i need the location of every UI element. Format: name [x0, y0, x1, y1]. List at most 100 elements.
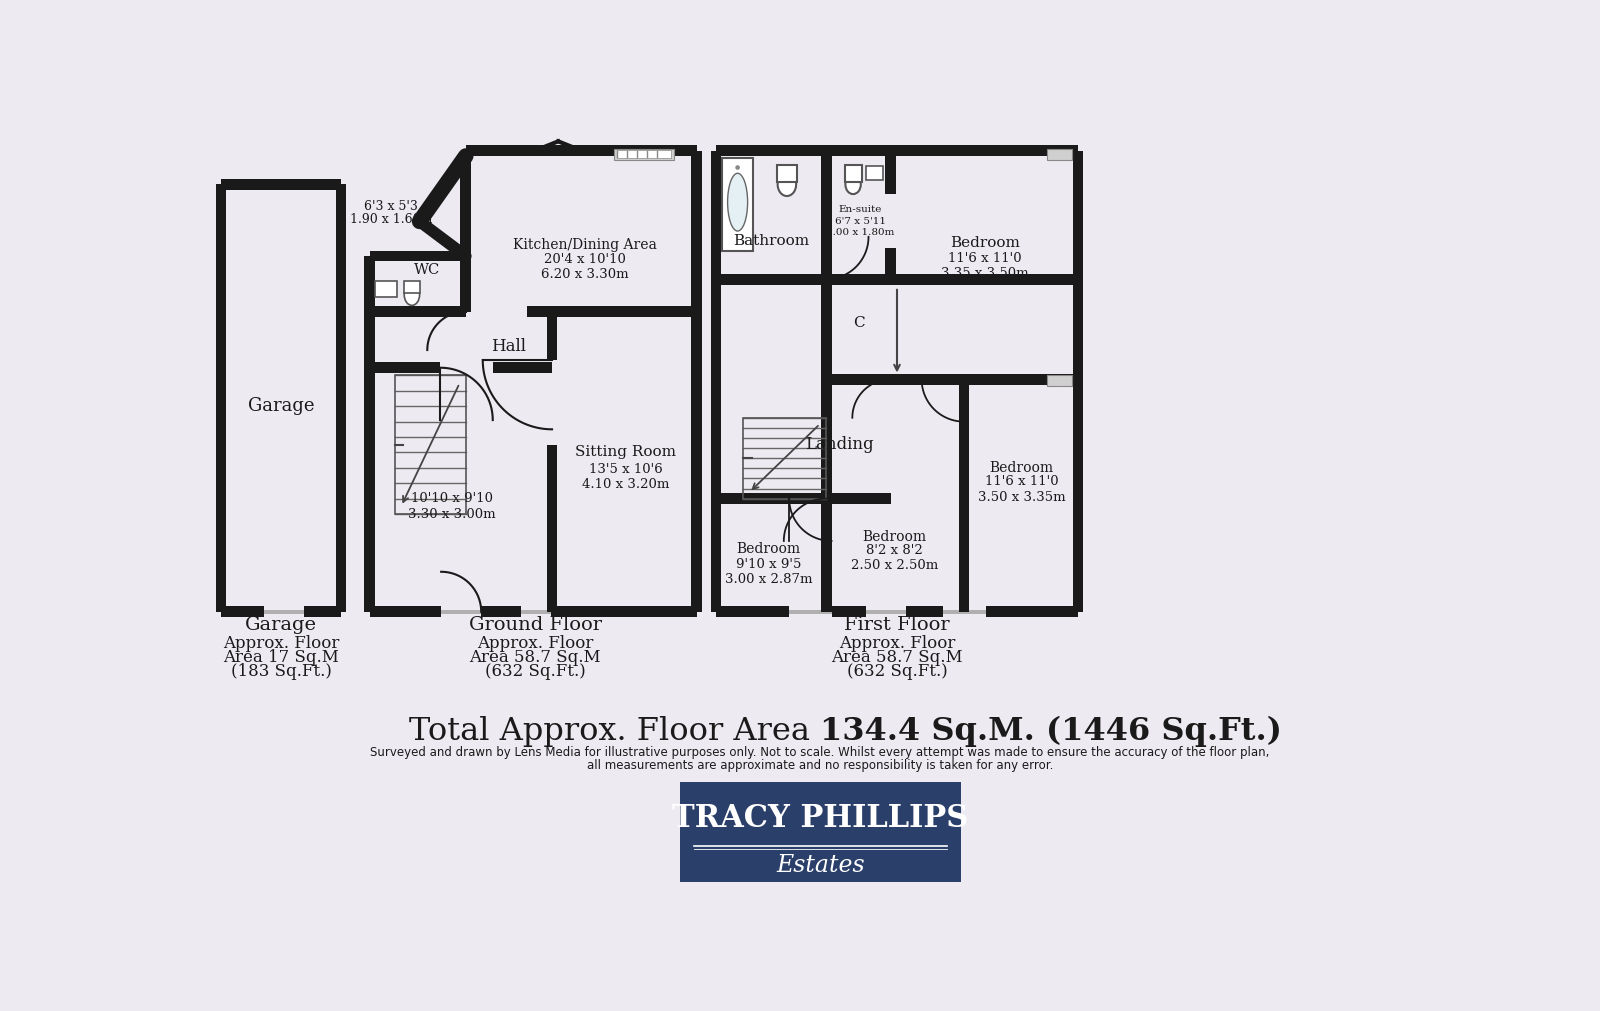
Text: Area 58.7 Sq.M: Area 58.7 Sq.M [830, 649, 963, 666]
Text: 10'10 x 9'10: 10'10 x 9'10 [411, 492, 493, 506]
Text: First Floor: First Floor [845, 616, 950, 634]
Text: Estates: Estates [776, 853, 864, 877]
Text: 8'2 x 8'2: 8'2 x 8'2 [866, 545, 923, 557]
Text: 6'7 x 5'11: 6'7 x 5'11 [835, 217, 885, 225]
Text: Bedroom: Bedroom [862, 530, 926, 544]
Text: Approx. Floor: Approx. Floor [477, 635, 594, 652]
Text: 9'10 x 9'5: 9'10 x 9'5 [736, 558, 802, 570]
Ellipse shape [405, 284, 419, 305]
Bar [221, 607, 264, 617]
Bar [778, 165, 797, 182]
Bar [336, 184, 347, 612]
Bar [546, 360, 558, 445]
Text: 2.00 x 1.80m: 2.00 x 1.80m [826, 227, 894, 237]
Text: 13'5 x 10'6: 13'5 x 10'6 [589, 463, 662, 476]
Text: 3.35 x 3.50m: 3.35 x 3.50m [941, 267, 1029, 280]
Text: 3.30 x 3.00m: 3.30 x 3.00m [408, 508, 496, 521]
Text: Landing: Landing [805, 436, 874, 453]
Bar [826, 374, 891, 384]
Text: Approx. Floor: Approx. Floor [222, 635, 339, 652]
Text: 20'4 x 10'10: 20'4 x 10'10 [544, 254, 626, 267]
Bar [370, 251, 466, 262]
Text: 3.00 x 2.87m: 3.00 x 2.87m [725, 573, 813, 586]
Text: Area 17 Sq.M: Area 17 Sq.M [222, 649, 339, 666]
Bar [374, 281, 397, 297]
Bar [717, 607, 789, 617]
Bar [821, 151, 832, 279]
Bar [866, 610, 906, 614]
Text: WC: WC [414, 263, 440, 277]
Bar [547, 311, 557, 612]
Text: (183 Sq.Ft.): (183 Sq.Ft.) [230, 663, 331, 679]
Bar [832, 607, 866, 617]
Bar [221, 179, 341, 190]
Circle shape [736, 165, 739, 170]
Bar [722, 159, 754, 251]
Bar [944, 610, 986, 614]
Bar [821, 279, 832, 498]
Text: all measurements are approximate and no responsibility is taken for any error.: all measurements are approximate and no … [587, 758, 1053, 771]
Bar [717, 493, 891, 504]
Text: Ground Floor: Ground Floor [469, 616, 602, 634]
Text: 4.10 x 3.20m: 4.10 x 3.20m [582, 478, 670, 491]
Bar [691, 151, 702, 612]
Bar [216, 184, 226, 612]
Text: 3.50 x 3.35m: 3.50 x 3.35m [978, 490, 1066, 503]
Bar [789, 610, 832, 614]
Bar [264, 610, 304, 614]
Bar [891, 274, 1078, 284]
Text: Garage: Garage [248, 397, 314, 416]
Text: Garage: Garage [245, 616, 317, 634]
Bar [717, 274, 891, 284]
Text: 11'6 x 11'0: 11'6 x 11'0 [947, 252, 1021, 265]
Bar [616, 150, 670, 158]
Text: 6.20 x 3.30m: 6.20 x 3.30m [541, 268, 629, 281]
Bar [710, 151, 722, 612]
Bar [405, 281, 419, 293]
Text: Area 58.7 Sq.M: Area 58.7 Sq.M [469, 649, 602, 666]
Bar [304, 607, 341, 617]
Bar [845, 165, 861, 182]
Text: Kitchen/Dining Area: Kitchen/Dining Area [514, 238, 658, 252]
Bar [906, 607, 944, 617]
Text: 2.50 x 2.50m: 2.50 x 2.50m [851, 559, 938, 572]
Bar [1072, 151, 1083, 612]
Text: 6'3 x 5'3: 6'3 x 5'3 [365, 199, 418, 212]
Bar [482, 607, 522, 617]
Text: C: C [853, 316, 864, 330]
Bar [370, 607, 442, 617]
Bar [442, 610, 482, 614]
Text: Bedroom: Bedroom [736, 542, 800, 556]
Bar [466, 146, 698, 156]
Bar [365, 256, 374, 612]
Text: Hall: Hall [491, 338, 526, 355]
Bar [885, 194, 898, 249]
Bar [522, 610, 550, 614]
Bar [958, 379, 970, 612]
Text: Bedroom: Bedroom [990, 461, 1054, 475]
Text: TRACY PHILLIPS: TRACY PHILLIPS [672, 803, 968, 834]
Bar [550, 607, 698, 617]
Bar [885, 151, 896, 279]
Bar [1046, 375, 1072, 386]
Bar [370, 362, 552, 373]
Bar [395, 375, 466, 514]
Bar [866, 166, 883, 180]
Text: Bedroom: Bedroom [950, 236, 1019, 250]
Bar [440, 362, 493, 374]
Text: Sitting Room: Sitting Room [576, 446, 677, 459]
Text: (632 Sq.Ft.): (632 Sq.Ft.) [846, 663, 947, 679]
Ellipse shape [728, 173, 747, 232]
Text: Bathroom: Bathroom [733, 234, 810, 248]
Bar [614, 149, 674, 160]
Bar [466, 305, 528, 317]
Bar [461, 151, 470, 311]
Text: Total Approx. Floor Area: Total Approx. Floor Area [410, 716, 819, 747]
Bar [370, 306, 698, 316]
Ellipse shape [845, 175, 861, 194]
Text: Surveyed and drawn by Lens Media for illustrative purposes only. Not to scale. W: Surveyed and drawn by Lens Media for ill… [370, 746, 1270, 759]
Bar [891, 374, 1078, 384]
Text: En-suite: En-suite [838, 205, 882, 214]
Text: 134.4 Sq.M. (1446 Sq.Ft.): 134.4 Sq.M. (1446 Sq.Ft.) [819, 716, 1282, 747]
Text: Approx. Floor: Approx. Floor [838, 635, 955, 652]
